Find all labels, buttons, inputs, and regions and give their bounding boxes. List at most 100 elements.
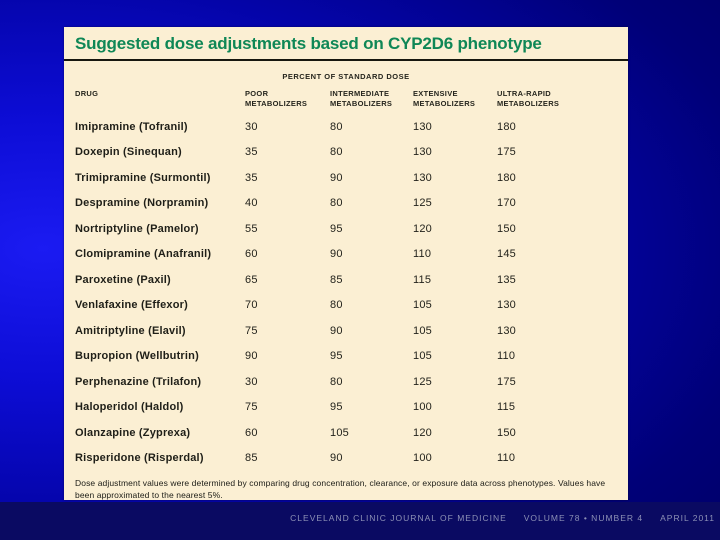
- dose-percent-value: 80: [330, 146, 343, 159]
- dose-percent-value: 85: [330, 273, 343, 286]
- drug-name: Despramine (Norpramin): [75, 197, 209, 210]
- dose-percent-value: 110: [413, 248, 432, 261]
- column-header-ultra-rapid-metabolizers: ULTRA-RAPID METABOLIZERS: [497, 89, 560, 108]
- dose-percent-value: 110: [497, 452, 516, 465]
- table-footnote: Dose adjustment values were determined b…: [75, 478, 606, 500]
- dose-percent-value: 120: [413, 222, 432, 235]
- dose-percent-value: 150: [497, 222, 516, 235]
- table-row: Nortriptyline (Pamelor) 55 95 120 150: [64, 216, 628, 242]
- dose-percent-value: 70: [245, 299, 258, 312]
- drug-name: Clomipramine (Anafranil): [75, 248, 212, 261]
- dose-percent-value: 110: [497, 350, 516, 363]
- drug-name: Amitriptyline (Elavil): [75, 324, 186, 337]
- drug-name: Olanzapine (Zyprexa): [75, 426, 191, 439]
- drug-name: Doxepin (Sinequan): [75, 146, 182, 159]
- table-row: Paroxetine (Paxil) 65 85 115 135: [64, 267, 628, 293]
- dose-percent-value: 80: [330, 375, 343, 388]
- drug-name: Venlafaxine (Effexor): [75, 299, 189, 312]
- dose-percent-value: 115: [413, 273, 432, 286]
- table-row: Haloperidol (Haldol) 75 95 100 115: [64, 395, 628, 421]
- dose-percent-value: 90: [330, 248, 343, 261]
- drug-name: Bupropion (Wellbutrin): [75, 350, 199, 363]
- column-header-extensive-metabolizers: EXTENSIVE METABOLIZERS: [413, 89, 476, 108]
- dose-percent-value: 105: [413, 299, 432, 312]
- dose-percent-value: 30: [245, 120, 258, 133]
- dose-percent-value: 145: [497, 248, 516, 261]
- table-row: Bupropion (Wellbutrin) 90 95 105 110: [64, 344, 628, 370]
- dose-percent-value: 40: [245, 197, 258, 210]
- dose-percent-value: 135: [497, 273, 516, 286]
- dose-percent-value: 170: [497, 197, 516, 210]
- dose-percent-value: 90: [245, 350, 258, 363]
- dose-percent-value: 30: [245, 375, 258, 388]
- dose-percent-value: 60: [245, 248, 258, 261]
- journal-name: CLEVELAND CLINIC JOURNAL OF MEDICINE: [290, 513, 507, 523]
- dose-percent-value: 55: [245, 222, 258, 235]
- drug-name: Trimipramine (Surmontil): [75, 171, 211, 184]
- journal-volume-number: VOLUME 78 • NUMBER 4: [523, 513, 644, 523]
- table-row: Amitriptyline (Elavil) 75 90 105 130: [64, 318, 628, 344]
- dose-percent-value: 125: [413, 197, 432, 210]
- dose-percent-value: 180: [497, 171, 516, 184]
- dose-percent-value: 130: [413, 146, 432, 159]
- table-row: Venlafaxine (Effexor) 70 80 105 130: [64, 293, 628, 319]
- dose-percent-value: 85: [245, 452, 258, 465]
- journal-date: APRIL 2011: [660, 513, 715, 523]
- drug-name: Perphenazine (Trilafon): [75, 375, 202, 388]
- dose-percent-value: 120: [413, 426, 432, 439]
- drug-name: Haloperidol (Haldol): [75, 401, 184, 414]
- dose-percent-value: 100: [413, 401, 432, 414]
- dose-percent-value: 175: [497, 375, 516, 388]
- column-header-poor-metabolizers: POOR METABOLIZERS: [245, 89, 308, 108]
- dose-percent-value: 105: [330, 426, 349, 439]
- dose-percent-value: 90: [330, 324, 343, 337]
- percent-of-standard-dose-header: PERCENT OF STANDARD DOSE: [282, 72, 410, 81]
- dose-percent-value: 130: [497, 324, 516, 337]
- dose-percent-value: 130: [413, 120, 432, 133]
- table-row: Olanzapine (Zyprexa) 60 105 120 150: [64, 420, 628, 446]
- dose-percent-value: 130: [413, 171, 432, 184]
- dose-percent-value: 150: [497, 426, 516, 439]
- dose-percent-value: 80: [330, 299, 343, 312]
- dose-percent-value: 60: [245, 426, 258, 439]
- table-row: Trimipramine (Surmontil) 35 90 130 180: [64, 165, 628, 191]
- dose-percent-value: 95: [330, 401, 343, 414]
- dose-percent-value: 35: [245, 146, 258, 159]
- dose-percent-value: 80: [330, 197, 343, 210]
- table-row: Doxepin (Sinequan) 35 80 130 175: [64, 140, 628, 166]
- dose-percent-value: 105: [413, 324, 432, 337]
- dose-percent-value: 90: [330, 171, 343, 184]
- table-body: Imipramine (Tofranil) 30 80 130 180 Doxepin (…: [64, 114, 628, 471]
- drug-name: Paroxetine (Paxil): [75, 273, 171, 286]
- table-row: Clomipramine (Anafranil) 60 90 110 145: [64, 242, 628, 268]
- dose-percent-value: 65: [245, 273, 258, 286]
- table-row: Imipramine (Tofranil) 30 80 130 180: [64, 114, 628, 140]
- table-row: Perphenazine (Trilafon) 30 80 125 175: [64, 369, 628, 395]
- column-header-intermediate-metabolizers: INTERMEDIATE METABOLIZERS: [330, 89, 393, 108]
- drug-name: Imipramine (Tofranil): [75, 120, 188, 133]
- dose-table-panel: Suggested dose adjustments based on CYP2…: [64, 27, 628, 500]
- dose-percent-value: 95: [330, 350, 343, 363]
- dose-percent-value: 75: [245, 324, 258, 337]
- dose-percent-value: 95: [330, 222, 343, 235]
- table-row: Despramine (Norpramin) 40 80 125 170: [64, 191, 628, 217]
- dose-percent-value: 100: [413, 452, 432, 465]
- dose-percent-value: 125: [413, 375, 432, 388]
- drug-name: Nortriptyline (Pamelor): [75, 222, 199, 235]
- dose-percent-value: 90: [330, 452, 343, 465]
- table-title: Suggested dose adjustments based on CYP2…: [75, 34, 542, 53]
- table-row: Risperidone (Risperdal) 85 90 100 110: [64, 446, 628, 472]
- dose-percent-value: 175: [497, 146, 516, 159]
- dose-percent-value: 75: [245, 401, 258, 414]
- title-rule: [64, 59, 628, 61]
- drug-name: Risperidone (Risperdal): [75, 452, 204, 465]
- dose-percent-value: 35: [245, 171, 258, 184]
- dose-percent-value: 105: [413, 350, 432, 363]
- dose-percent-value: 115: [497, 401, 516, 414]
- column-header-drug: DRUG: [75, 89, 99, 98]
- dose-percent-value: 80: [330, 120, 343, 133]
- table-column-headers: DRUG POOR METABOLIZERS INTERMEDIATE META…: [64, 89, 628, 111]
- dose-percent-value: 180: [497, 120, 516, 133]
- dose-percent-value: 130: [497, 299, 516, 312]
